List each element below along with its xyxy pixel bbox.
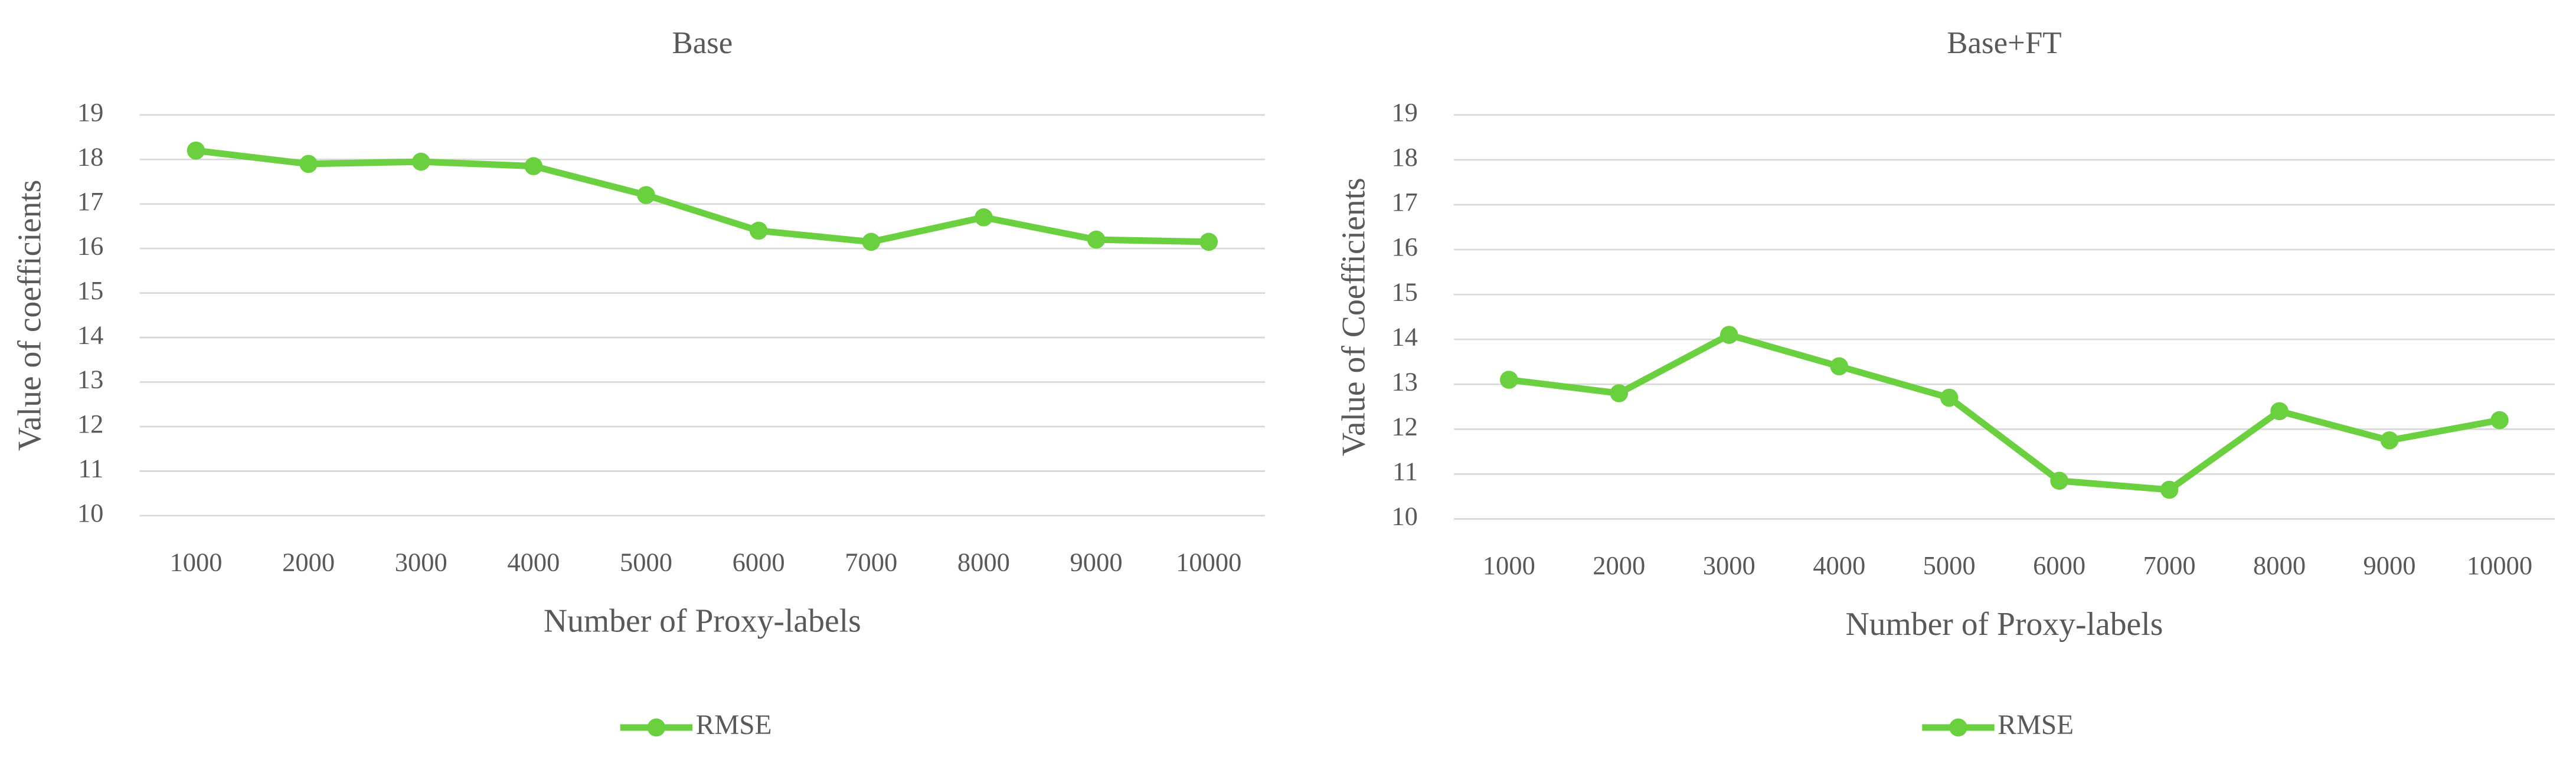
chart-title: Base+FT [1947,26,2061,60]
point [524,157,543,175]
x-tick-label: 2000 [1593,551,1645,580]
x-tick-label: 5000 [620,548,672,577]
y-tick-label: 15 [1391,277,1418,306]
x-tick-label: 9000 [1070,548,1123,577]
y-tick-label: 19 [77,97,104,127]
point [1830,357,1849,376]
point [1610,384,1629,402]
y-tick-label: 14 [1391,322,1418,351]
x-tick-label: 7000 [845,548,897,577]
point [411,152,430,171]
legend-label: RMSE [1998,710,2074,741]
point [975,208,993,227]
x-tick-label: 3000 [1703,551,1756,580]
y-tick-label: 18 [77,142,104,171]
legend-marker [1949,718,1967,737]
y-tick-label: 13 [1391,366,1418,396]
x-tick-label: 10000 [2467,551,2532,580]
point [1940,388,1959,407]
point [862,232,881,251]
y-tick-label: 11 [1392,457,1418,486]
point [1087,230,1106,249]
x-tick-label: 6000 [733,548,785,577]
point [2380,431,2399,450]
legend-label: RMSE [696,710,772,741]
point [2270,402,2289,421]
point [1719,326,1738,344]
point [749,221,768,240]
y-axis-title: Value of Coefficients [1336,178,1372,456]
x-tick-label: 8000 [2253,551,2306,580]
point [2490,411,2509,430]
y-tick-label: 12 [1391,412,1418,441]
x-tick-label: 4000 [507,548,560,577]
y-tick-label: 17 [77,186,104,216]
y-tick-label: 12 [77,409,104,438]
x-tick-label: 8000 [957,548,1010,577]
series-line [1508,331,2500,493]
y-tick-label: 17 [1391,187,1418,217]
y-axis-title: Value of coefficients [12,180,48,451]
y-tick-label: 15 [77,276,104,305]
point [1500,371,1518,389]
y-tick-label: 18 [1391,142,1418,172]
point [299,155,318,173]
x-tick-label: 3000 [395,548,447,577]
x-tick-label: 5000 [1923,551,1976,580]
y-tick-label: 16 [1391,232,1418,261]
x-tick-label: 6000 [2033,551,2085,580]
legend-marker [647,718,666,737]
x-tick-label: 4000 [1813,551,1865,580]
y-tick-label: 10 [1391,502,1418,531]
y-tick-label: 14 [77,320,104,349]
x-tick-label: 10000 [1176,548,1241,577]
x-tick-label: 7000 [2143,551,2196,580]
point [2050,471,2068,490]
x-tick-label: 1000 [169,548,222,577]
y-tick-label: 10 [77,498,104,528]
series-line [195,147,1209,245]
x-axis-title: Number of Proxy-labels [544,602,861,639]
x-tick-label: 2000 [282,548,335,577]
point [1199,232,1218,251]
y-tick-label: 16 [77,231,104,260]
point [187,141,205,160]
y-tick-label: 13 [77,365,104,394]
x-tick-label: 9000 [2363,551,2416,580]
y-tick-label: 19 [1391,97,1418,127]
point [2160,480,2179,499]
x-tick-label: 1000 [1483,551,1535,580]
y-tick-label: 11 [79,454,104,483]
chart-title: Base [672,26,733,60]
point [637,186,655,204]
x-axis-title: Number of Proxy-labels [1845,606,2163,643]
